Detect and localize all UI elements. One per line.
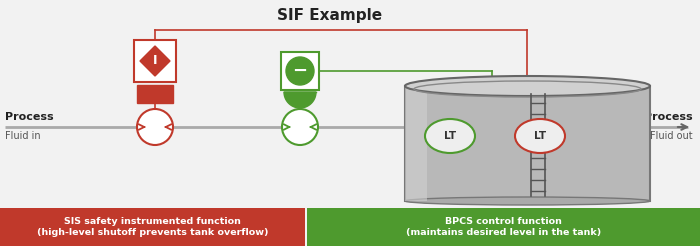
Ellipse shape [405, 197, 650, 205]
Ellipse shape [515, 119, 565, 153]
Text: Fluid out: Fluid out [650, 131, 693, 141]
Bar [281, 52, 319, 90]
Ellipse shape [405, 76, 650, 96]
Text: Process: Process [645, 112, 693, 122]
Text: Fluid in: Fluid in [5, 131, 41, 141]
Text: LT: LT [534, 131, 546, 141]
Text: SIF Example: SIF Example [277, 8, 383, 23]
Bar [134, 40, 176, 82]
Circle shape [282, 109, 318, 145]
Polygon shape [284, 92, 316, 108]
Circle shape [137, 109, 173, 145]
Polygon shape [140, 46, 170, 76]
Text: BPCS control function
(maintains desired level in the tank): BPCS control function (maintains desired… [406, 216, 601, 237]
Text: −: − [293, 62, 307, 80]
Text: Process: Process [5, 112, 54, 122]
Bar [137, 85, 173, 103]
Text: I: I [153, 55, 158, 67]
Bar [405, 86, 650, 201]
Text: SIS safety instrumented function
(high-level shutoff prevents tank overflow): SIS safety instrumented function (high-l… [36, 216, 268, 237]
Bar [405, 86, 427, 201]
Bar [307, 208, 700, 246]
Bar [0, 208, 305, 246]
Circle shape [286, 57, 314, 85]
Ellipse shape [425, 119, 475, 153]
Text: LT: LT [444, 131, 456, 141]
